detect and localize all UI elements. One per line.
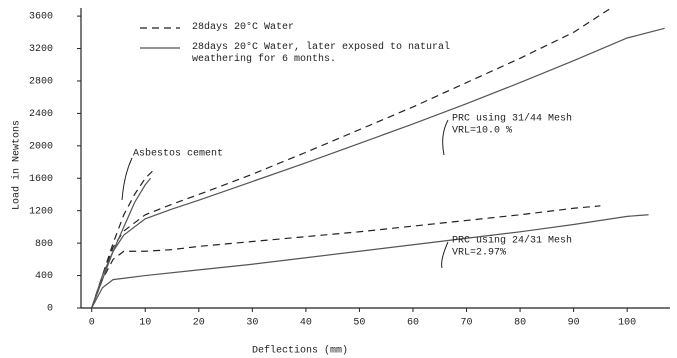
- y-tick-label: 2000: [29, 141, 53, 152]
- y-tick-label: 0: [47, 304, 53, 315]
- annotation: VRL=2.97%: [452, 248, 506, 259]
- data-line: [91, 177, 152, 309]
- data-line: [91, 7, 612, 309]
- y-tick-label: 3600: [29, 12, 53, 23]
- y-tick-label: 2400: [29, 109, 53, 120]
- annotation-pointer: [121, 157, 133, 201]
- data-line: [91, 27, 665, 309]
- annotation-pointer: [442, 119, 449, 156]
- y-tick-label: 400: [35, 271, 53, 282]
- annotation: Asbestos cement: [133, 148, 223, 160]
- x-tick-label: 40: [300, 318, 312, 329]
- y-axis-label: Load in Newtons: [11, 120, 23, 210]
- data-line: [91, 214, 649, 309]
- x-tick-label: 70: [461, 318, 473, 329]
- x-tick-label: 20: [193, 318, 205, 329]
- x-tick-label: 60: [407, 318, 419, 329]
- annotation: PRC using 31/44 Mesh: [452, 113, 572, 125]
- data-line: [91, 205, 601, 309]
- y-tick-label: 1600: [29, 174, 53, 185]
- annotation: PRC using 24/31 Mesh: [452, 235, 572, 247]
- x-tick-label: 0: [89, 318, 95, 329]
- y-tick-label: 1200: [29, 206, 53, 217]
- x-tick-label: 10: [139, 318, 151, 329]
- legend-label: 28days 20°C Water, later exposed to natu…: [192, 42, 451, 65]
- x-tick-label: 90: [568, 318, 580, 329]
- y-tick-label: 3200: [29, 44, 53, 55]
- data-line: [91, 167, 157, 309]
- x-tick-label: 100: [618, 318, 636, 329]
- y-tick-label: 2800: [29, 77, 53, 88]
- legend-label: 28days 20°C Water: [192, 22, 295, 33]
- annotation: VRL=10.0 %: [452, 126, 512, 137]
- y-tick-label: 800: [35, 239, 53, 250]
- x-tick-label: 30: [246, 318, 258, 329]
- x-axis-label: Deflections (mm): [252, 345, 348, 357]
- x-tick-label: 80: [514, 318, 526, 329]
- x-tick-label: 50: [353, 318, 365, 329]
- annotation-pointer: [441, 241, 449, 269]
